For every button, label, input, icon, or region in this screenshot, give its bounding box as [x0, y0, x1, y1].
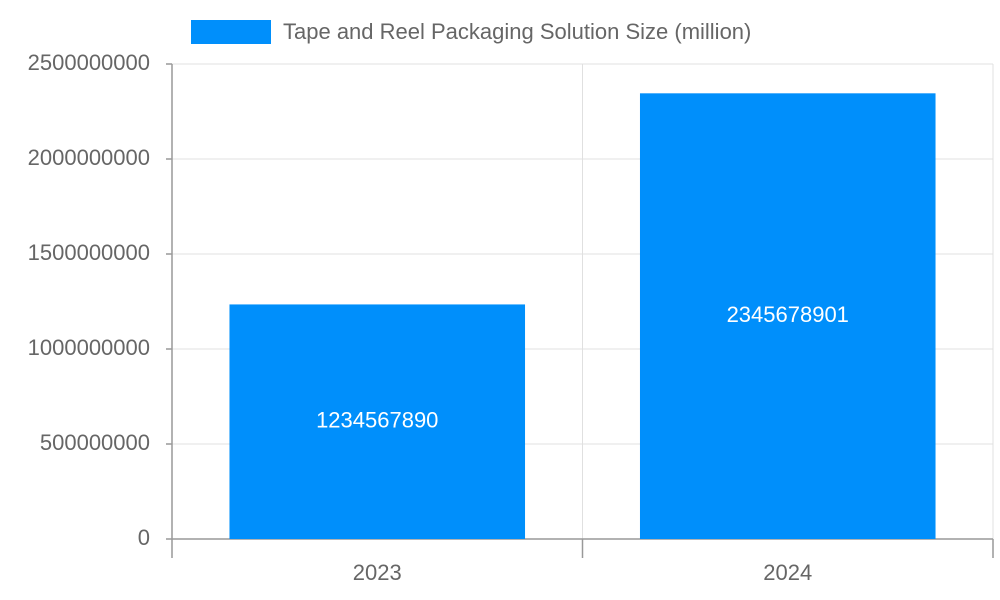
y-tick-label: 0: [138, 525, 150, 550]
data-label: 1234567890: [316, 408, 438, 433]
x-tick-label: 2023: [353, 560, 402, 585]
y-tick-label: 1000000000: [28, 335, 150, 360]
y-tick-label: 2500000000: [28, 50, 150, 75]
y-tick-label: 1500000000: [28, 240, 150, 265]
data-label: 2345678901: [727, 302, 849, 327]
y-tick-label: 500000000: [40, 430, 150, 455]
legend-label: Tape and Reel Packaging Solution Size (m…: [283, 19, 751, 44]
x-tick-label: 2024: [763, 560, 812, 585]
legend-swatch: [191, 20, 271, 44]
bar: [639, 93, 936, 539]
y-tick-label: 2000000000: [28, 145, 150, 170]
bar: [229, 304, 526, 539]
